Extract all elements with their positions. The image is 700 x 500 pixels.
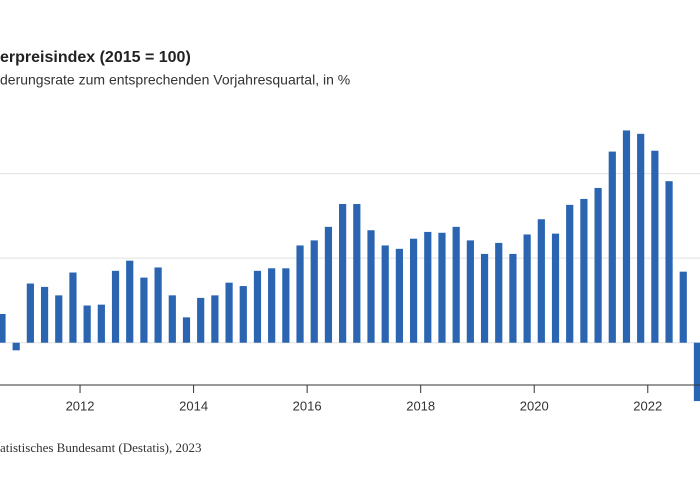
bar [693,342,700,402]
bar [97,304,105,343]
chart-title: erpreisindex (2015 = 100) [0,49,191,66]
bar [296,245,304,343]
bar [154,267,162,343]
chart-subtitle: derungsrate zum entsprechenden Vorjahres… [0,72,350,88]
x-tick-label: 2014 [179,398,208,413]
bar [310,240,318,343]
x-tick-label: 2016 [293,398,322,413]
bar [239,286,247,343]
bar [566,204,574,343]
bar [211,295,219,343]
bar [225,282,233,343]
bar [395,248,403,343]
bar [140,277,148,343]
bar [26,283,34,343]
bar [622,130,631,343]
bar [438,232,446,343]
bar [480,253,489,343]
bar [537,219,545,343]
bar [466,240,474,343]
bar [637,133,645,343]
bar [40,286,49,343]
bar [651,150,659,343]
x-tick-label: 2012 [66,398,95,413]
bar [253,270,262,343]
bar [197,297,205,343]
bar [111,270,120,343]
bar [424,231,432,343]
bar [551,233,560,343]
bar [353,204,361,343]
bar [0,313,6,343]
bar [580,198,588,343]
bar [594,187,602,343]
bar [12,342,20,351]
x-tick-label: 2020 [520,398,549,413]
bar [495,242,503,343]
x-tick-label: 2022 [633,398,662,413]
bar [268,268,276,343]
bar [324,226,333,343]
bar [182,317,191,343]
bar [679,271,687,343]
bar [69,272,77,343]
bar [452,226,460,343]
bar [523,234,531,343]
bar [665,181,673,343]
x-tick-label: 2018 [406,398,435,413]
bar [83,305,91,343]
bar [339,204,347,343]
bar [282,268,290,343]
bar [55,295,63,343]
bar [608,151,616,343]
bar [509,253,517,343]
bar [126,260,134,343]
bar [168,295,176,343]
bar [367,230,375,343]
source: atistisches Bundesamt (Destatis), 2023 [0,440,201,455]
bar [381,245,389,343]
bar [409,238,418,343]
